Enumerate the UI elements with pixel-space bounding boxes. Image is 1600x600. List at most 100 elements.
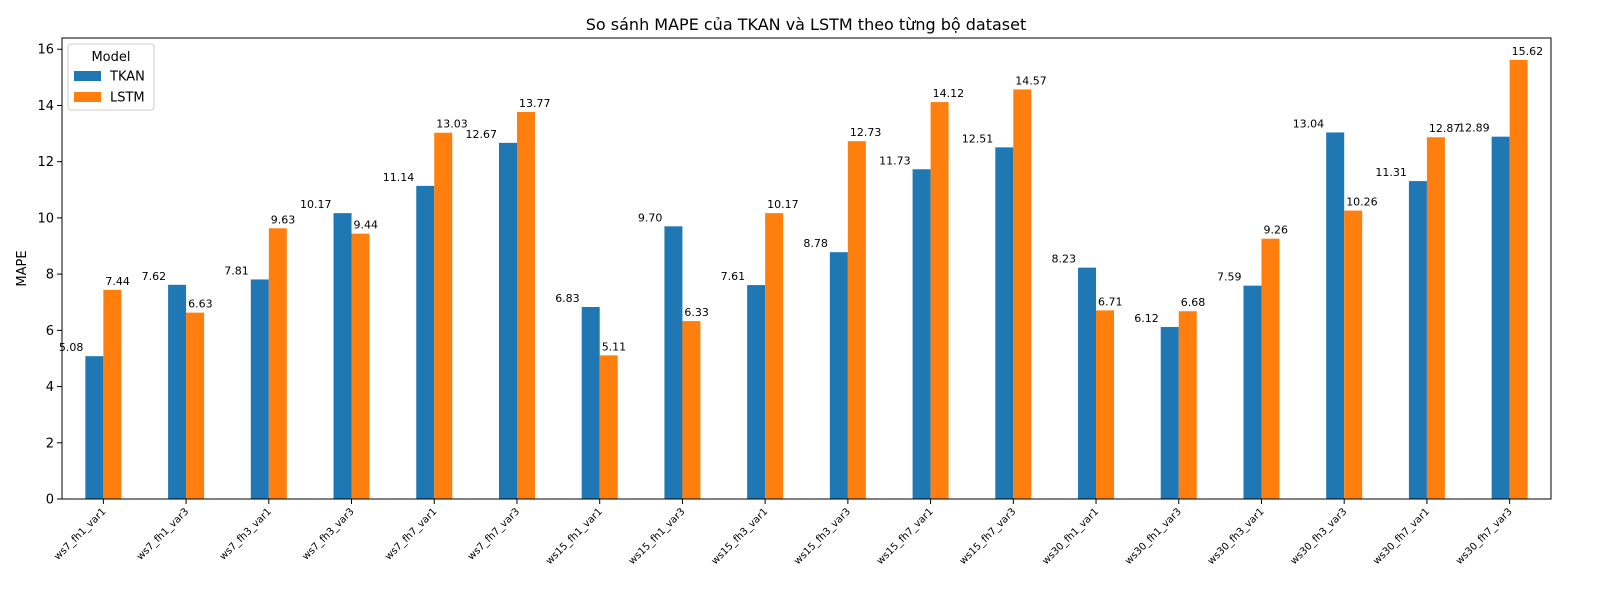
- x-tick-label: ws30_fh1_var3: [1123, 506, 1184, 567]
- data-label-lstm: 6.63: [188, 298, 213, 311]
- x-tick-label: ws15_fh1_var3: [627, 506, 688, 567]
- data-label-tkan: 7.59: [1217, 271, 1242, 284]
- x-tick-label: ws15_fh7_var3: [958, 506, 1019, 567]
- bar-tkan: [416, 185, 435, 500]
- data-label-tkan: 7.61: [721, 270, 746, 283]
- data-label-tkan: 11.14: [383, 171, 415, 184]
- bar-tkan: [581, 307, 600, 499]
- bar-lstm: [1344, 210, 1363, 499]
- bar-lstm: [682, 321, 701, 499]
- data-label-lstm: 15.62: [1512, 45, 1544, 58]
- x-tick-label: ws15_fh7_var1: [875, 506, 936, 567]
- y-tick-label: 8: [46, 268, 54, 283]
- bar-lstm: [847, 141, 866, 499]
- bar-lstm: [599, 355, 618, 499]
- plot-frame: [61, 37, 1552, 500]
- x-tick-label: ws15_fh1_var1: [544, 506, 605, 567]
- data-label-lstm: 9.63: [271, 213, 296, 226]
- y-tick-label: 14: [37, 99, 54, 114]
- bar-lstm: [516, 111, 535, 500]
- x-tick-label: ws15_fh3_var1: [710, 506, 771, 567]
- bar-lstm: [930, 102, 949, 499]
- bar-tkan: [1243, 285, 1262, 499]
- bar-tkan: [1408, 181, 1427, 499]
- y-tick-label: 16: [37, 43, 54, 58]
- data-label-lstm: 7.44: [105, 275, 130, 288]
- bar-lstm: [1013, 89, 1032, 499]
- y-tick-label: 2: [46, 436, 54, 451]
- bar-tkan: [250, 279, 269, 499]
- data-label-tkan: 5.08: [59, 341, 84, 354]
- bar-lstm: [1178, 311, 1197, 499]
- bar-tkan: [1078, 267, 1097, 499]
- bar-lstm: [1261, 238, 1280, 499]
- bar-tkan: [1160, 326, 1179, 499]
- x-tick-label: ws30_fh7_var1: [1371, 506, 1432, 567]
- bar-tkan: [85, 356, 104, 499]
- bar-tkan: [747, 285, 766, 499]
- data-label-tkan: 9.70: [638, 211, 663, 224]
- x-tick-label: ws7_fh7_var3: [466, 506, 522, 562]
- data-label-tkan: 7.62: [142, 270, 167, 283]
- bar-tkan: [1491, 136, 1510, 500]
- x-tick-label: ws15_fh3_var3: [792, 506, 853, 567]
- data-label-lstm: 5.11: [602, 340, 627, 353]
- y-tick-label: 0: [46, 493, 54, 508]
- legend-label-tkan: TKAN: [109, 70, 145, 85]
- data-label-tkan: 11.31: [1375, 166, 1407, 179]
- x-tick-label: ws30_fh1_var1: [1040, 506, 1101, 567]
- data-label-lstm: 9.44: [354, 219, 379, 232]
- data-label-tkan: 10.17: [300, 198, 332, 211]
- legend-swatch-lstm: [74, 92, 101, 102]
- bar-tkan: [995, 147, 1014, 499]
- y-tick-label: 6: [46, 324, 54, 339]
- legend-title: Model: [91, 50, 130, 65]
- data-label-tkan: 6.83: [555, 292, 580, 305]
- bar-lstm: [186, 312, 205, 499]
- legend: Model TKAN LSTM: [67, 43, 155, 111]
- x-tick-label: ws30_fh7_var3: [1454, 506, 1515, 567]
- data-label-lstm: 6.33: [684, 306, 709, 319]
- bar-tkan: [168, 284, 187, 499]
- data-label-lstm: 14.57: [1015, 74, 1047, 87]
- x-tick-label: ws7_fh3_var3: [300, 506, 356, 562]
- x-tick-label: ws30_fh3_var3: [1289, 506, 1350, 567]
- data-label-tkan: 12.51: [962, 132, 994, 145]
- bar-lstm: [1096, 310, 1115, 499]
- x-tick-label: ws7_fh1_var1: [52, 506, 108, 562]
- plot-area: 0 2 4 6 8 10 12 14 16 5.08 7.44 ws7_fh1_var1 7.62 6.6…: [37, 43, 1543, 567]
- data-label-tkan: 8.78: [803, 237, 828, 250]
- bar-lstm: [268, 228, 287, 500]
- data-label-tkan: 12.89: [1458, 122, 1490, 135]
- data-label-tkan: 12.67: [465, 128, 497, 141]
- legend-label-lstm: LSTM: [110, 91, 145, 106]
- bar-lstm: [351, 233, 370, 499]
- bar-tkan: [498, 142, 517, 499]
- bar-tkan: [333, 213, 352, 499]
- x-tick-label: ws7_fh3_var1: [218, 506, 274, 562]
- bar-lstm: [1426, 137, 1445, 500]
- data-label-lstm: 10.26: [1346, 196, 1378, 209]
- bar-tkan: [1326, 132, 1345, 499]
- data-label-lstm: 6.71: [1098, 295, 1123, 308]
- bar-tkan: [912, 169, 931, 499]
- x-tick-label: ws7_fh1_var3: [135, 506, 191, 562]
- data-label-lstm: 13.77: [519, 97, 551, 110]
- data-label-lstm: 12.87: [1429, 122, 1461, 135]
- bar-lstm: [1509, 59, 1528, 500]
- data-label-lstm: 6.68: [1181, 296, 1206, 309]
- data-label-lstm: 10.17: [767, 198, 799, 211]
- data-label-tkan: 7.81: [224, 264, 249, 277]
- data-label-lstm: 9.26: [1263, 224, 1288, 237]
- data-label-lstm: 12.73: [850, 126, 882, 139]
- y-tick-label: 4: [46, 380, 54, 395]
- y-axis-label: MAPE: [15, 250, 30, 286]
- x-tick-label: ws7_fh7_var1: [383, 506, 439, 562]
- bar-lstm: [103, 289, 122, 499]
- y-tick-label: 12: [37, 155, 54, 170]
- data-label-tkan: 8.23: [1052, 253, 1077, 266]
- bar-tkan: [829, 252, 848, 499]
- x-tick-label: ws30_fh3_var1: [1206, 506, 1267, 567]
- y-tick-label: 10: [37, 211, 54, 226]
